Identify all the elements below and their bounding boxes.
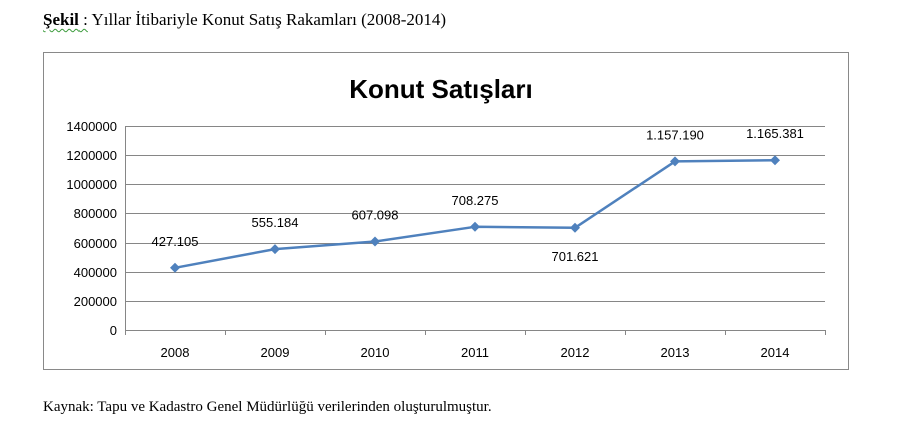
data-label-2012: 701.621 [552, 249, 599, 264]
y-tick-label: 600000 [74, 236, 117, 251]
source-note: Kaynak: Tapu ve Kadastro Genel Müdürlüğü… [43, 399, 492, 415]
data-label-2013: 1.157.190 [646, 127, 704, 142]
y-tick-label: 1200000 [66, 148, 117, 163]
chart-title: Konut Satışları [349, 74, 532, 104]
data-labels: 427.105 555.184 607.098 708.275 701.621 1.157… [152, 126, 804, 264]
data-point-2012 [570, 222, 580, 233]
data-point-2014 [770, 155, 780, 166]
data-label-2008: 427.105 [152, 234, 199, 249]
grid-lines [125, 126, 826, 335]
x-tick-label-2014: 2014 [761, 345, 790, 360]
y-tick-label: 200000 [74, 294, 117, 309]
y-tick-label: 0 [110, 323, 117, 338]
data-point-2008 [170, 262, 180, 273]
x-tick-label-2011: 2011 [461, 345, 489, 360]
y-axis-tick-labels: 0 200000 400000 600000 800000 1000000 1200000 1… [66, 119, 117, 338]
x-tick-label-2013: 2013 [661, 345, 690, 360]
y-tick-label: 1400000 [66, 119, 117, 134]
caption-label: Şekil [43, 10, 79, 29]
data-label-2014: 1.165.381 [746, 126, 804, 141]
y-tick-label: 400000 [74, 265, 117, 280]
x-tick-label-2009: 2009 [261, 345, 290, 360]
x-axis-tick-labels: 2008 2009 2010 2011 2012 2013 2014 [161, 345, 790, 360]
data-point-2009 [270, 244, 280, 255]
caption-text: Yıllar İtibariyle Konut Satış Rakamları … [87, 10, 447, 29]
chart-frame: Konut Satışları 0 200000 400000 600000 80000… [43, 52, 849, 370]
y-tick-label: 800000 [74, 206, 117, 221]
x-tick-label-2008: 2008 [161, 345, 190, 360]
series-line-group [170, 155, 780, 273]
caption-separator: : [78, 10, 88, 29]
data-label-2011: 708.275 [452, 193, 499, 208]
data-point-2011 [470, 221, 480, 232]
x-tick-label-2010: 2010 [361, 345, 390, 360]
data-label-2009: 555.184 [252, 215, 299, 230]
y-tick-label: 1000000 [66, 177, 117, 192]
x-tick-label-2012: 2012 [561, 345, 590, 360]
data-point-2010 [370, 236, 380, 247]
figure-caption: Şekil : Yıllar İtibariyle Konut Satış Ra… [43, 9, 446, 31]
data-point-2013 [670, 156, 680, 167]
line-chart: Konut Satışları 0 200000 400000 600000 80000… [66, 74, 826, 360]
data-label-2010: 607.098 [352, 208, 399, 223]
